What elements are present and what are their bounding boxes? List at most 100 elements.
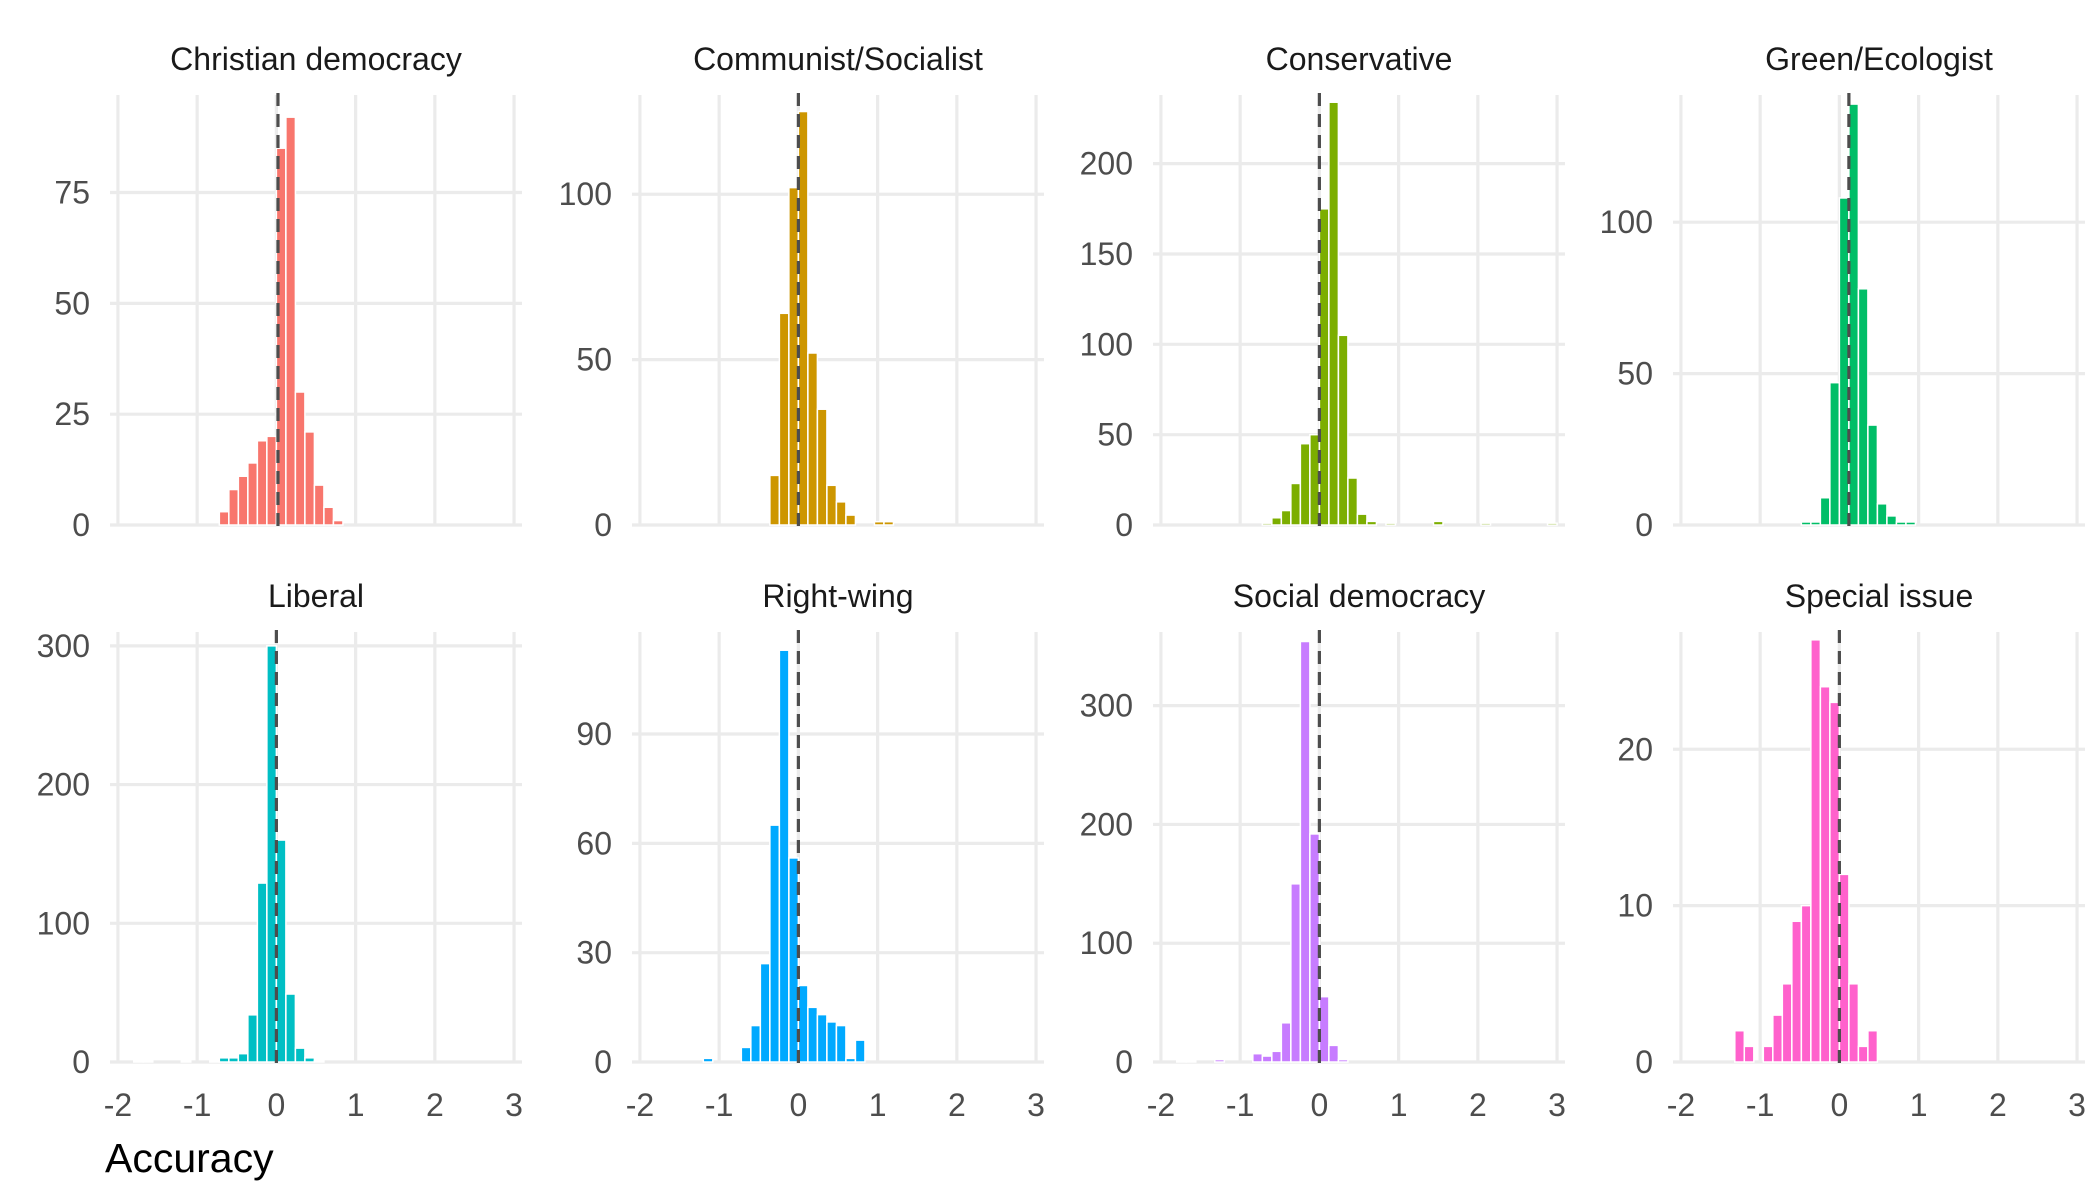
histogram-panel: 0 50 100 Green/Ecologist <box>1600 41 2085 543</box>
histogram-bar <box>228 488 240 526</box>
histogram-bar <box>1271 517 1283 526</box>
histogram-bar <box>750 1024 762 1063</box>
histogram-bar <box>304 431 316 526</box>
y-tick-label: 100 <box>1600 204 1653 240</box>
histogram-bar <box>1328 101 1340 526</box>
histogram-bar <box>807 352 819 526</box>
x-tick-label: 3 <box>505 1087 523 1123</box>
histogram-bar <box>304 1057 316 1063</box>
histogram-bar <box>1546 522 1558 526</box>
histogram-bar <box>1886 515 1898 526</box>
y-tick-label: 300 <box>37 628 90 664</box>
histogram-panel: 0 50 100 150 200 Conservative <box>1080 41 1565 543</box>
histogram-bar <box>294 391 306 526</box>
histogram-bar <box>816 1013 828 1063</box>
histogram-bar <box>807 1006 819 1063</box>
histogram-bar <box>883 520 895 526</box>
x-tick-label: 1 <box>869 1087 887 1123</box>
histogram-bar <box>209 1059 221 1063</box>
histogram-bar <box>256 440 268 526</box>
histogram-bar <box>237 1052 249 1063</box>
histogram-bar <box>873 520 885 526</box>
x-tick-label: 3 <box>1027 1087 1045 1123</box>
y-tick-label: 0 <box>1115 507 1133 543</box>
histogram-bar <box>228 1057 240 1063</box>
x-tick-label: 1 <box>1390 1087 1408 1123</box>
histogram-bar <box>845 1057 857 1063</box>
histogram-panel: 0 100 200 300 Liberal -2 -1 0 1 2 3 <box>37 578 523 1123</box>
histogram-bar <box>778 649 790 1063</box>
histogram-bar <box>1480 522 1492 526</box>
histogram-bar <box>1366 520 1378 526</box>
panel-title: Right-wing <box>762 578 913 614</box>
histogram-panel: 0 30 60 90 Right-wing -2 -1 0 1 2 3 <box>576 578 1045 1123</box>
histogram-bar <box>1867 424 1879 526</box>
histogram-bar <box>1905 521 1917 526</box>
x-tick-label: -2 <box>626 1087 654 1123</box>
histogram-bar <box>1252 1052 1264 1063</box>
histogram-bar <box>1356 513 1368 526</box>
x-tick-label: 2 <box>1469 1087 1487 1123</box>
histogram-bar <box>1214 1058 1226 1063</box>
x-tick-label: 0 <box>1310 1087 1328 1123</box>
y-tick-label: 0 <box>594 1044 612 1080</box>
histogram-bar <box>1347 477 1359 526</box>
panel-title: Social democracy <box>1233 578 1486 614</box>
histogram-bar <box>1857 288 1869 526</box>
histogram-bar <box>769 474 781 526</box>
histogram-bar <box>788 857 800 1063</box>
y-tick-label: 20 <box>1617 731 1653 767</box>
histogram-bar <box>1781 983 1793 1063</box>
histogram-bar <box>778 312 790 526</box>
y-tick-label: 300 <box>1080 688 1133 724</box>
histogram-bar <box>1290 883 1302 1063</box>
y-tick-label: 0 <box>72 507 90 543</box>
y-tick-label: 60 <box>576 825 612 861</box>
histogram-bar <box>1800 521 1812 526</box>
y-tick-label: 200 <box>1080 806 1133 842</box>
histogram-bar <box>854 1039 866 1063</box>
histogram-bar <box>1385 522 1397 526</box>
histogram-bar <box>1800 904 1812 1063</box>
y-tick-label: 0 <box>72 1044 90 1080</box>
histogram-bar <box>835 1024 847 1063</box>
histogram-bar <box>218 510 230 526</box>
histogram-bar <box>247 1014 259 1063</box>
histogram-bar <box>1819 496 1831 526</box>
y-tick-label: 50 <box>54 285 90 321</box>
x-tick-label: 1 <box>347 1087 365 1123</box>
x-tick-label: 3 <box>1548 1087 1566 1123</box>
histogram-bar <box>133 1059 145 1063</box>
y-tick-label: 150 <box>1080 236 1133 272</box>
y-tick-label: 0 <box>594 507 612 543</box>
histogram-bar <box>1867 1029 1879 1063</box>
histogram-bar <box>1337 334 1349 526</box>
histogram-bar <box>1857 1045 1869 1063</box>
histogram-bar <box>835 501 847 526</box>
histogram-bar <box>1876 503 1888 526</box>
histogram-bar <box>1299 640 1311 1063</box>
panel-title: Conservative <box>1266 41 1453 77</box>
x-tick-label: -1 <box>1226 1087 1254 1123</box>
histogram-bar <box>256 882 268 1063</box>
y-tick-label: 0 <box>1635 507 1653 543</box>
panel-title: Christian democracy <box>170 41 462 77</box>
x-tick-label: -2 <box>104 1087 132 1123</box>
x-tick-label: 1 <box>1910 1087 1928 1123</box>
y-tick-label: 100 <box>37 905 90 941</box>
x-tick-label: -1 <box>1746 1087 1774 1123</box>
histogram-bar <box>797 110 809 526</box>
y-tick-label: 25 <box>54 396 90 432</box>
histogram-bar <box>1337 1058 1349 1063</box>
histogram-bar <box>1290 482 1302 526</box>
histogram-bar <box>1176 1060 1188 1063</box>
y-tick-label: 100 <box>1080 326 1133 362</box>
histogram-bar <box>247 462 259 526</box>
histogram-bar <box>1299 442 1311 526</box>
y-tick-label: 0 <box>1635 1044 1653 1080</box>
y-tick-label: 75 <box>54 175 90 211</box>
histogram-bar <box>1261 522 1273 526</box>
panel-title: Special issue <box>1785 578 1974 614</box>
histogram-bar <box>769 824 781 1063</box>
